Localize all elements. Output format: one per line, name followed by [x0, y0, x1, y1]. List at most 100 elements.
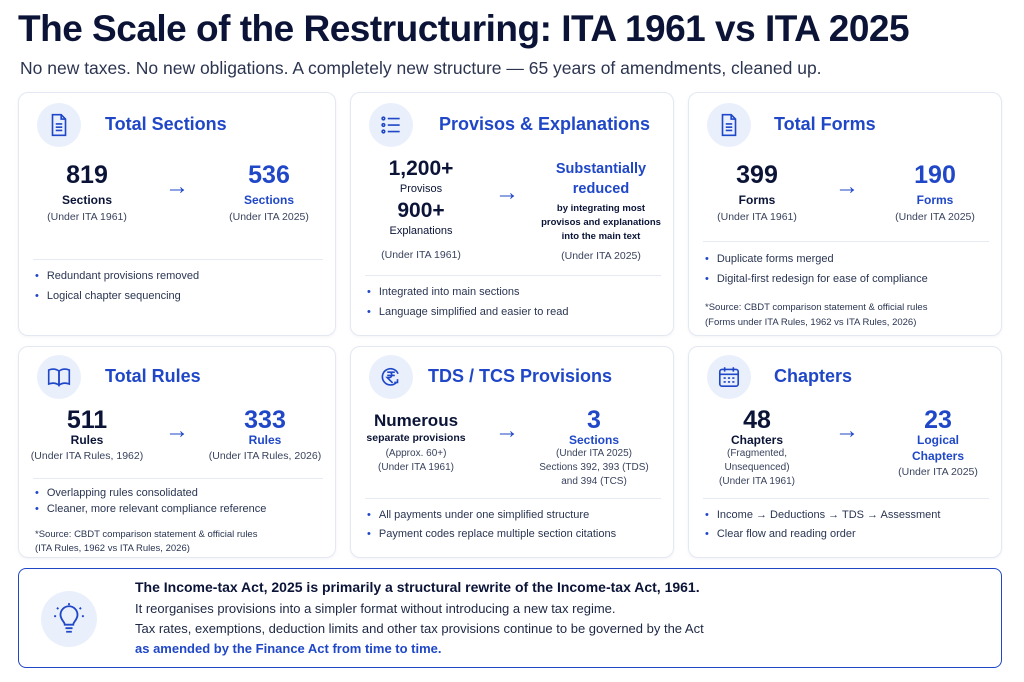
rules-new-value: 333	[244, 406, 286, 434]
sections-new-label: Sections	[243, 193, 295, 207]
provisos-old-label-1: Provisos	[399, 183, 443, 195]
page-subtitle: No new taxes. No new obligations. A comp…	[20, 58, 822, 78]
arrow-icon: →	[835, 173, 859, 200]
provisos-new-sub: (Under ITA 2025)	[561, 250, 641, 262]
provisos-title: Provisos & Explanations	[439, 114, 651, 134]
divider	[365, 498, 661, 499]
provisos-new-desc-3: into the main text	[561, 231, 641, 242]
rules-card: Total Rules 511 Rules (Under ITA Rules, …	[18, 346, 336, 558]
chapters-old-sub-3: (Under ITA 1961)	[719, 476, 795, 487]
divider	[33, 478, 323, 479]
provisos-old-sub: (Under ITA 1961)	[381, 249, 461, 261]
chapters-card: Chapters 48 Chapters (Fragmented, Unsequ…	[688, 346, 1002, 558]
sections-old-label: Sections	[61, 193, 113, 207]
tds-old-label: separate provisions	[366, 432, 466, 444]
calendar-icon	[707, 355, 751, 399]
divider	[365, 275, 661, 276]
list-icon	[369, 103, 413, 147]
sections-new-sub: (Under ITA 2025)	[229, 211, 309, 223]
tds-card: TDS / TCS Provisions Numerous separate p…	[350, 346, 674, 558]
bullet-item: Language simplified and easier to read	[367, 306, 569, 318]
divider	[33, 259, 323, 260]
arrow-icon: →	[495, 417, 519, 444]
bullet-item: All payments under one simplified struct…	[367, 509, 589, 521]
forms-new-sub: (Under ITA 2025)	[895, 211, 975, 223]
summary-line-4: as amended by the Finance Act from time …	[135, 641, 442, 656]
page-title: The Scale of the Restructuring: ITA 1961…	[18, 8, 910, 49]
rules-title: Total Rules	[105, 366, 201, 386]
chapters-old-value: 48	[743, 406, 771, 434]
forms-old-sub: (Under ITA 1961)	[717, 211, 797, 223]
rules-new-label: Rules	[248, 433, 282, 447]
bullet-item: Clear flow and reading order	[705, 528, 856, 540]
rupee-icon	[369, 355, 413, 399]
summary-line-2: It reorganises provisions into a simpler…	[135, 601, 616, 616]
bullet-item: Redundant provisions removed	[35, 270, 199, 282]
provisos-old-label-2: Explanations	[389, 225, 453, 237]
forms-card: Total Forms 399 Forms (Under ITA 1961) →…	[688, 92, 1002, 336]
bullet-item: Overlapping rules consolidated	[35, 487, 198, 499]
sections-old-value: 819	[66, 161, 108, 189]
arrow-icon: →	[165, 417, 189, 444]
sections-card: Total Sections 819 Sections (Under ITA 1…	[18, 92, 336, 336]
bullet-item: Duplicate forms merged	[705, 253, 834, 265]
provisos-old-value-1: 1,200+	[388, 157, 454, 180]
tds-old-sub-1: (Approx. 60+)	[385, 448, 447, 459]
rules-source-note-2: (ITA Rules, 1962 vs ITA Rules, 2026)	[35, 543, 190, 554]
tds-new-label: Sections	[568, 433, 620, 447]
arrow-icon: →	[165, 173, 189, 200]
divider	[703, 498, 989, 499]
tds-title: TDS / TCS Provisions	[428, 366, 613, 386]
tds-new-sub-1: (Under ITA 2025)	[556, 448, 632, 459]
forms-new-label: Forms	[916, 193, 954, 207]
chapters-old-sub-1: (Fragmented,	[726, 448, 788, 459]
forms-old-value: 399	[736, 161, 778, 189]
rules-old-value: 511	[66, 406, 108, 434]
chapters-new-sub: (Under ITA 2025)	[898, 466, 978, 478]
sections-old-sub: (Under ITA 1961)	[47, 211, 127, 223]
rules-old-sub: (Under ITA Rules, 1962)	[30, 450, 144, 462]
provisos-new-line-1: Substantially	[555, 161, 647, 177]
bullet-item: Cleaner, more relevant compliance refere…	[35, 503, 267, 515]
document-icon	[707, 103, 751, 147]
divider	[703, 241, 989, 242]
tds-old-sub-2: (Under ITA 1961)	[378, 462, 454, 473]
forms-old-label: Forms	[738, 193, 776, 207]
chapters-old-label: Chapters	[730, 433, 784, 447]
bullet-item: Income → Deductions → TDS → Assessment	[705, 509, 941, 521]
chapters-new-value: 23	[924, 406, 952, 434]
tds-new-value: 3	[587, 406, 601, 434]
rules-new-sub: (Under ITA Rules, 2026)	[208, 450, 322, 462]
provisos-new-desc-2: provisos and explanations	[541, 217, 661, 228]
bullet-item: Payment codes replace multiple section c…	[367, 528, 616, 540]
tds-new-sub-2: Sections 392, 393 (TDS)	[539, 462, 649, 473]
rules-source-note: *Source: CBDT comparison statement & off…	[35, 529, 258, 540]
bullet-item: Integrated into main sections	[367, 286, 520, 298]
tds-old-value: Numerous	[373, 411, 459, 430]
lightbulb-icon	[41, 591, 97, 647]
forms-title: Total Forms	[774, 114, 876, 134]
chapters-title: Chapters	[774, 366, 853, 386]
rules-old-label: Rules	[70, 433, 104, 447]
document-icon	[37, 103, 81, 147]
bullet-item: Logical chapter sequencing	[35, 290, 181, 302]
forms-new-value: 190	[914, 161, 956, 189]
sections-title: Total Sections	[105, 114, 227, 134]
summary-line-1: The Income-tax Act, 2025 is primarily a …	[135, 579, 700, 595]
arrow-icon: →	[835, 417, 859, 444]
sections-new-value: 536	[248, 161, 290, 189]
book-icon	[37, 355, 81, 399]
arrow-icon: →	[495, 179, 519, 206]
provisos-card: Provisos & Explanations 1,200+ Provisos …	[350, 92, 674, 336]
forms-source-note-2: (Forms under ITA Rules, 1962 vs ITA Rule…	[705, 317, 917, 328]
tds-new-sub-3: and 394 (TCS)	[561, 476, 627, 487]
summary-line-3: Tax rates, exemptions, deduction limits …	[135, 621, 704, 636]
chapters-new-label-2: Chapters	[911, 449, 965, 463]
chapters-new-label-1: Logical	[916, 433, 960, 447]
provisos-new-desc-1: by integrating most	[556, 203, 646, 214]
summary-box: The Income-tax Act, 2025 is primarily a …	[18, 568, 1002, 668]
forms-source-note: *Source: CBDT comparison statement & off…	[705, 302, 928, 313]
provisos-new-line-2: reduced	[572, 181, 630, 197]
bullet-item: Digital-first redesign for ease of compl…	[705, 273, 928, 285]
chapters-old-sub-2: Unsequenced)	[724, 462, 790, 473]
